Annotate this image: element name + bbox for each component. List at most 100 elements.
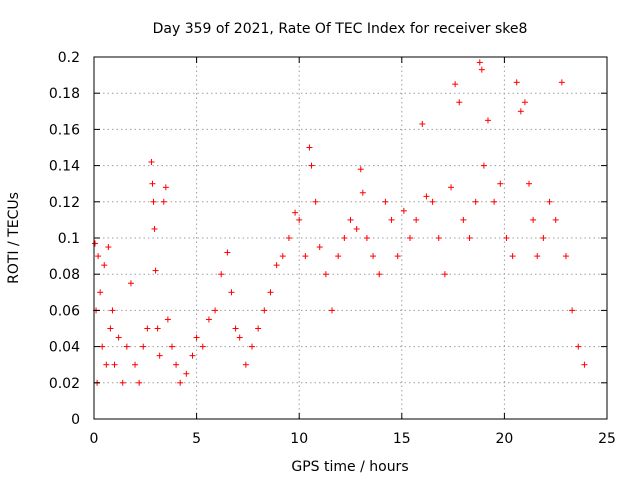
data-point xyxy=(419,120,426,127)
data-point xyxy=(154,325,161,332)
y-tick-label: 0.04 xyxy=(49,340,80,356)
y-tick-labels: 0 0.02 0.04 0.06 0.08 0.1 0.12 0.14 0.16 0.18 0.2 xyxy=(49,50,80,428)
data-point xyxy=(160,198,167,205)
data-point xyxy=(267,289,274,296)
data-point xyxy=(111,361,118,368)
x-tick-label: 10 xyxy=(290,431,308,447)
data-point xyxy=(92,240,99,247)
data-point xyxy=(136,379,143,386)
y-tick-label: 0.1 xyxy=(58,231,80,247)
data-point xyxy=(119,379,126,386)
data-point xyxy=(526,180,533,187)
data-point xyxy=(97,289,104,296)
data-point xyxy=(144,325,151,332)
data-point xyxy=(376,271,383,278)
data-point xyxy=(123,343,130,350)
grid-lines xyxy=(94,57,607,419)
data-point xyxy=(370,253,377,260)
data-point xyxy=(224,249,231,256)
y-axis-label: ROTI / TECUs xyxy=(6,192,22,284)
data-point xyxy=(228,289,235,296)
data-point xyxy=(429,198,436,205)
data-point xyxy=(329,307,336,314)
data-point xyxy=(497,180,504,187)
data-point xyxy=(484,117,491,124)
data-point xyxy=(423,193,430,200)
y-tick-label: 0.2 xyxy=(58,50,80,66)
data-point xyxy=(569,307,576,314)
data-point xyxy=(212,307,219,314)
x-tick-label: 0 xyxy=(90,431,99,447)
data-point xyxy=(448,184,455,191)
data-point xyxy=(413,216,420,223)
data-point xyxy=(177,379,184,386)
data-point xyxy=(193,334,200,341)
data-point xyxy=(456,99,463,106)
x-tick-label: 20 xyxy=(495,431,513,447)
x-tick-label: 15 xyxy=(393,431,411,447)
data-point xyxy=(150,198,157,205)
data-point xyxy=(199,343,206,350)
data-point xyxy=(517,108,524,115)
data-point xyxy=(478,66,485,73)
data-point xyxy=(441,271,448,278)
data-point xyxy=(232,325,239,332)
data-point xyxy=(101,262,108,269)
data-point xyxy=(466,235,473,241)
data-point xyxy=(103,361,110,368)
data-point xyxy=(164,316,171,323)
data-point xyxy=(132,361,139,368)
data-point xyxy=(491,198,498,205)
data-point xyxy=(115,334,122,341)
data-point xyxy=(322,271,329,278)
data-point xyxy=(503,235,510,241)
data-point xyxy=(105,244,112,251)
data-point xyxy=(148,158,155,165)
data-point xyxy=(273,262,280,269)
data-point xyxy=(306,144,313,151)
data-point xyxy=(236,334,243,341)
y-tick-label: 0.18 xyxy=(49,86,80,102)
data-point xyxy=(540,235,547,241)
data-point xyxy=(407,235,414,241)
data-point xyxy=(255,325,262,332)
data-point xyxy=(168,343,175,350)
y-tick-label: 0.12 xyxy=(49,195,80,211)
data-point xyxy=(285,235,292,241)
data-point xyxy=(546,198,553,205)
data-point xyxy=(279,253,286,260)
data-point xyxy=(363,235,370,241)
data-point xyxy=(162,184,169,191)
y-tick-label: 0 xyxy=(71,412,80,428)
data-point xyxy=(521,99,528,106)
data-point xyxy=(151,225,158,232)
data-point xyxy=(249,343,256,350)
data-point xyxy=(99,343,106,350)
data-point xyxy=(562,253,569,260)
data-point xyxy=(581,361,588,368)
data-point xyxy=(292,209,299,216)
y-tick-label: 0.02 xyxy=(49,376,80,392)
x-tick-label: 5 xyxy=(192,431,201,447)
data-point xyxy=(140,343,147,350)
data-point xyxy=(95,253,102,260)
data-point xyxy=(308,162,315,169)
data-point xyxy=(530,216,537,223)
data-point xyxy=(347,216,354,223)
axis-ticks xyxy=(93,56,608,420)
x-tick-label: 25 xyxy=(598,431,616,447)
data-point xyxy=(480,162,487,169)
data-point xyxy=(218,271,225,278)
data-point xyxy=(242,361,249,368)
x-tick-labels: 0 5 10 15 20 25 xyxy=(90,431,616,447)
data-point xyxy=(460,216,467,223)
data-point xyxy=(109,307,116,314)
data-point xyxy=(312,198,319,205)
data-point xyxy=(382,198,389,205)
data-point xyxy=(534,253,541,260)
y-tick-label: 0.14 xyxy=(49,159,80,175)
data-point xyxy=(107,325,114,332)
data-point xyxy=(552,216,559,223)
data-point xyxy=(152,267,159,274)
